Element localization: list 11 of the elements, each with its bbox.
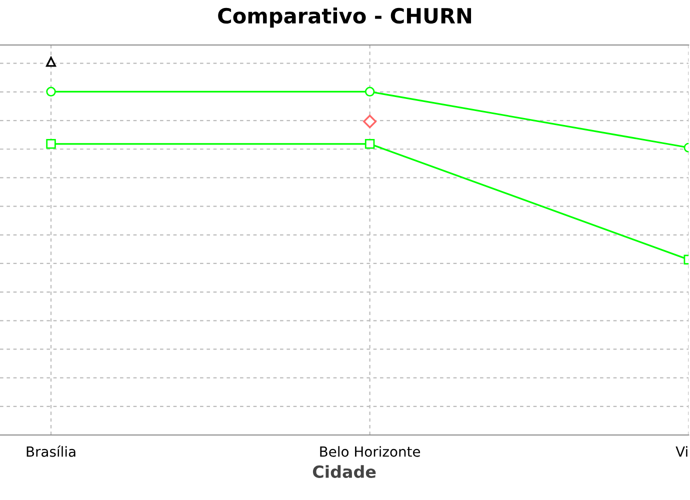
point bbox=[46, 139, 56, 149]
x-axis-title: Cidade bbox=[312, 465, 376, 478]
point bbox=[364, 139, 375, 149]
x-tick-label: Brasília bbox=[26, 446, 76, 457]
x-tick-label: Vi bbox=[676, 446, 688, 457]
point bbox=[46, 86, 56, 97]
point bbox=[46, 56, 56, 67]
point bbox=[363, 114, 377, 128]
chart-title: Comparativo - CHURN bbox=[218, 8, 472, 28]
point bbox=[364, 86, 375, 97]
x-tick-label: Belo Horizonte bbox=[320, 446, 420, 457]
